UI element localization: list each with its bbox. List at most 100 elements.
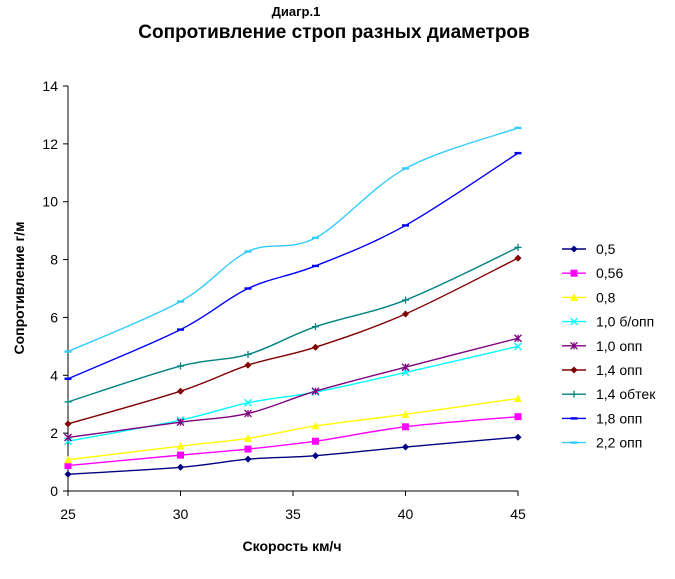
- data-point: [514, 254, 522, 262]
- data-point: [244, 398, 252, 407]
- y-tick-label: 6: [50, 309, 58, 325]
- data-point: [244, 455, 252, 463]
- data-point: [64, 433, 72, 442]
- series-6: [64, 254, 522, 428]
- data-point: [64, 462, 72, 470]
- y-tick-label: 10: [42, 194, 58, 210]
- data-point: [244, 445, 252, 453]
- data-point: [401, 363, 410, 372]
- series-line: [67, 152, 519, 380]
- legend-label: 1,0 опп: [596, 338, 642, 354]
- x-axis-title: Скорость км/ч: [243, 538, 342, 554]
- data-point: [570, 441, 578, 444]
- legend-label: 1,0 б/опп: [596, 314, 654, 330]
- data-point: [514, 413, 522, 421]
- data-point: [177, 300, 184, 303]
- data-point: [570, 245, 578, 253]
- y-tick-label: 14: [42, 78, 58, 94]
- data-point: [177, 362, 184, 370]
- plot-area: [64, 126, 522, 478]
- data-point: [402, 310, 409, 318]
- y-tick-label: 4: [50, 367, 58, 383]
- series-line: [67, 436, 519, 475]
- data-point: [514, 151, 522, 155]
- data-point-stroke: [514, 342, 522, 351]
- legend-label: 1,4 опп: [596, 362, 642, 378]
- series-1: [64, 433, 522, 478]
- data-point: [176, 418, 185, 427]
- data-point: [311, 421, 320, 430]
- data-point: [514, 342, 522, 351]
- data-point: [312, 264, 319, 268]
- legend-label: 2,2 опп: [596, 435, 642, 451]
- data-point: [64, 420, 72, 428]
- legend-label: 0,56: [596, 265, 623, 281]
- series-8: [64, 151, 522, 380]
- data-point-stroke: [570, 317, 578, 326]
- legend-label: 1,8 опп: [596, 410, 642, 426]
- series-line: [67, 127, 519, 353]
- data-point: [312, 437, 319, 445]
- data-point: [514, 243, 522, 251]
- data-point: [64, 398, 72, 406]
- data-point: [570, 366, 578, 374]
- series-5: [64, 334, 522, 442]
- legend: 0,5 0,56 0,8 1,0 б/опп 1,0 опп 1,4 опп 1,4 обт…: [562, 241, 656, 451]
- data-point: [177, 463, 184, 471]
- legend-item: 1,0 б/опп: [562, 314, 654, 330]
- series-line: [67, 345, 519, 442]
- data-point: [64, 470, 72, 478]
- data-point: [176, 442, 185, 450]
- series-7: [64, 243, 522, 406]
- data-point: [570, 269, 578, 277]
- y-axis-title: Сопротивление г/м: [11, 221, 27, 354]
- series-line: [67, 246, 519, 403]
- chart-caption: Диагр.1: [272, 4, 321, 19]
- legend-item: 0,56: [562, 265, 623, 281]
- axes: 0 2 4 6 8 10 12 14 25 30 35 40 45: [42, 78, 526, 522]
- legend-item: 2,2 опп: [562, 435, 642, 451]
- series-2: [64, 413, 522, 470]
- data-point: [244, 350, 252, 358]
- legend-item: 0,5: [562, 241, 616, 257]
- data-point: [570, 341, 578, 350]
- data-point: [64, 377, 72, 380]
- series-9: [64, 126, 522, 353]
- x-tick-label: 35: [285, 506, 301, 522]
- legend-item: 1,4 опп: [562, 362, 642, 378]
- y-tick-label: 0: [50, 483, 58, 499]
- data-point: [177, 387, 184, 395]
- data-point: [244, 434, 252, 442]
- legend-label: 0,8: [596, 289, 616, 305]
- data-point: [312, 236, 319, 240]
- data-point: [402, 224, 409, 227]
- data-point: [570, 390, 578, 398]
- series-line: [67, 415, 519, 467]
- x-tick-label: 40: [398, 506, 414, 522]
- data-point: [402, 443, 409, 451]
- chart-title: Сопротивление строп разных диаметров: [138, 22, 529, 43]
- y-tick-label: 2: [50, 425, 58, 441]
- data-point: [312, 343, 319, 351]
- series-line: [67, 337, 519, 439]
- legend-label: 0,5: [596, 241, 616, 257]
- data-point: [514, 126, 522, 130]
- legend-label: 1,4 обтек: [596, 386, 656, 402]
- data-point: [64, 455, 72, 464]
- data-point: [312, 323, 319, 331]
- legend-item: 1,4 обтек: [562, 386, 656, 402]
- legend-item: 1,0 опп: [562, 338, 642, 354]
- x-tick-label: 30: [173, 506, 189, 522]
- data-point: [402, 296, 409, 304]
- data-point: [570, 417, 578, 420]
- x-tick-label: 45: [510, 506, 526, 522]
- data-point: [177, 451, 184, 459]
- y-tick-label: 8: [50, 252, 58, 268]
- data-point: [177, 328, 184, 331]
- data-point-stroke: [244, 398, 252, 407]
- data-point: [514, 394, 522, 402]
- data-point: [244, 250, 252, 253]
- data-point: [570, 293, 578, 301]
